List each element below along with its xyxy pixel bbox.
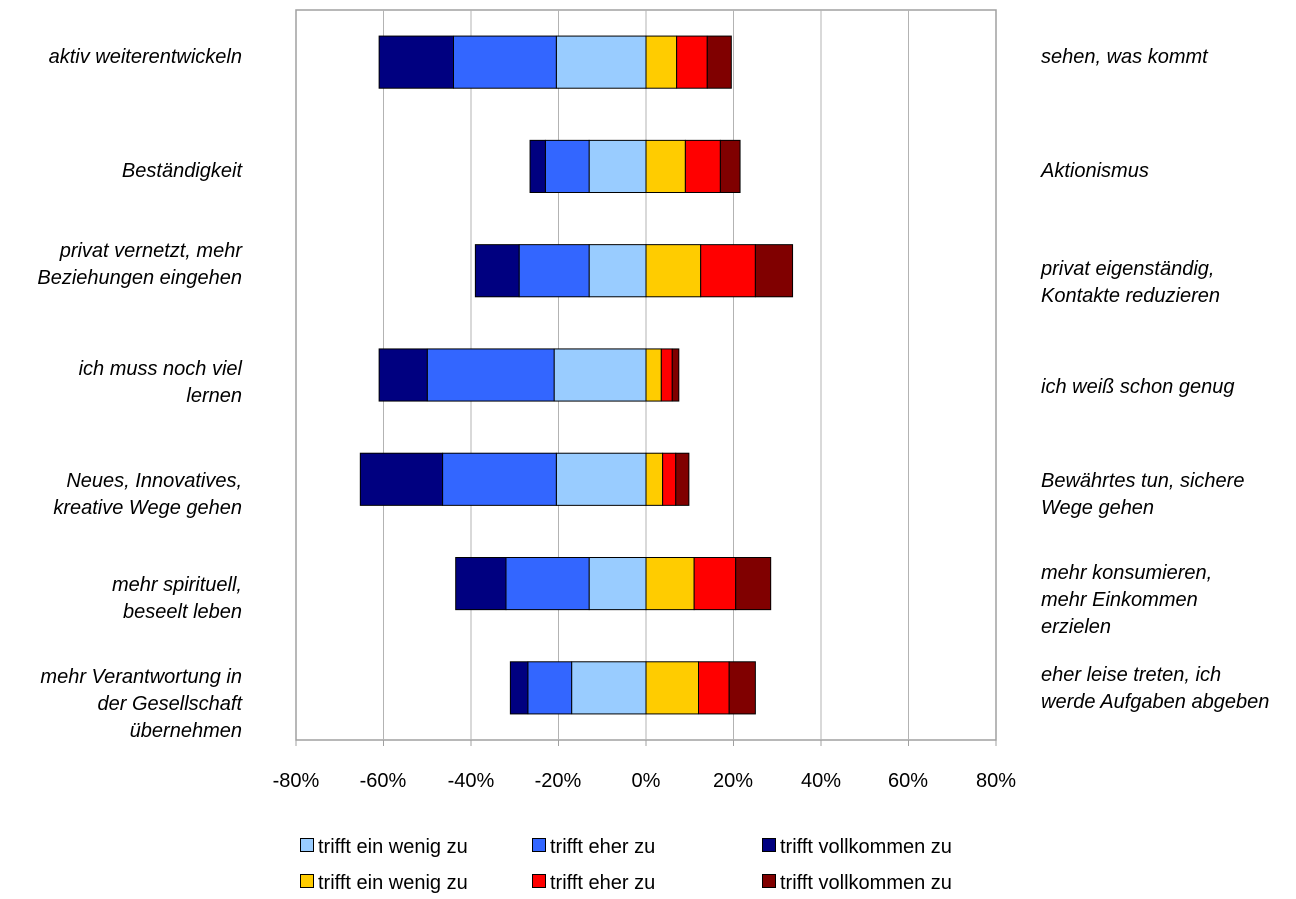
bar-segment-right-wenig bbox=[645, 452, 664, 506]
row-0-left-label: aktiv weiterentwickeln bbox=[48, 46, 242, 68]
x-tick-label: -80% bbox=[272, 770, 320, 792]
x-tick-label: 0% bbox=[631, 770, 661, 792]
bar-segment-left-wenig bbox=[571, 661, 647, 715]
bar-segment-right-wenig bbox=[645, 139, 686, 194]
bar-segment-left-eher bbox=[518, 244, 590, 298]
bar-segment-left-eher bbox=[453, 35, 557, 89]
x-tick-label: 60% bbox=[887, 770, 929, 792]
row-6-left-label: mehr Verantwortung in der Gesellschaft ü… bbox=[40, 666, 242, 742]
legend-swatch bbox=[532, 838, 546, 852]
bar-segment-right-voll bbox=[719, 139, 741, 194]
bar-segment-left-wenig bbox=[588, 244, 647, 298]
row-0-right-label: sehen, was kommt bbox=[1041, 46, 1208, 68]
bar-segment-left-voll bbox=[378, 35, 454, 89]
legend-label: trifft eher zu bbox=[550, 836, 656, 858]
legend-item: trifft ein wenig zu bbox=[300, 835, 468, 859]
bar-segment-left-voll bbox=[529, 139, 546, 194]
bar-segment-left-wenig bbox=[555, 35, 647, 89]
legend-swatch bbox=[300, 838, 314, 852]
bar-segment-left-voll bbox=[509, 661, 529, 715]
bar-segment-left-eher bbox=[426, 348, 555, 402]
x-tick-label: -60% bbox=[359, 770, 407, 792]
bar-segment-right-wenig bbox=[645, 661, 699, 715]
bar-segment-left-voll bbox=[378, 348, 428, 402]
bar-segment-left-wenig bbox=[553, 348, 647, 402]
row-5-left-label: mehr spirituell, beseelt leben bbox=[111, 574, 242, 623]
bar-segment-right-eher bbox=[693, 557, 737, 611]
x-tick-label: 40% bbox=[800, 770, 842, 792]
bar-segment-right-eher bbox=[684, 139, 721, 194]
bar-segment-right-wenig bbox=[645, 348, 662, 402]
legend-label: trifft ein wenig zu bbox=[318, 872, 468, 894]
x-tick-label: 20% bbox=[712, 770, 754, 792]
bar-segment-left-eher bbox=[544, 139, 590, 194]
bar-segment-right-voll bbox=[675, 452, 690, 506]
legend-item: trifft ein wenig zu bbox=[300, 871, 468, 895]
row-1-right-label: Aktionismus bbox=[1041, 160, 1149, 182]
bar-segment-left-wenig bbox=[588, 139, 647, 194]
bar-segment-left-wenig bbox=[588, 557, 647, 611]
legend-label: trifft vollkommen zu bbox=[780, 836, 952, 858]
x-tick-label: 80% bbox=[975, 770, 1017, 792]
bar-segment-left-voll bbox=[359, 452, 444, 506]
legend-label: trifft vollkommen zu bbox=[780, 872, 952, 894]
bar-segment-right-voll bbox=[706, 35, 732, 89]
row-4-left-label: Neues, Innovatives, kreative Wege gehen bbox=[53, 470, 242, 519]
row-4-right-label: Bewährtes tun, sichere Wege gehen bbox=[1041, 470, 1245, 519]
legend-swatch bbox=[300, 874, 314, 888]
bar-segment-left-voll bbox=[474, 244, 520, 298]
legend-swatch bbox=[762, 874, 776, 888]
legend-swatch bbox=[532, 874, 546, 888]
bar-segment-right-eher bbox=[660, 348, 673, 402]
bar-segment-right-eher bbox=[662, 452, 677, 506]
legend-item: trifft vollkommen zu bbox=[762, 871, 952, 895]
bar-segment-right-wenig bbox=[645, 557, 695, 611]
bar-segment-left-eher bbox=[442, 452, 557, 506]
legend-item: trifft eher zu bbox=[532, 835, 655, 859]
row-3-left-label: ich muss noch viel lernen bbox=[78, 358, 242, 407]
chart-legend: trifft ein wenig zu trifft eher zu triff… bbox=[300, 835, 1040, 895]
row-6-right-label: eher leise treten, ich werde Aufgaben ab… bbox=[1041, 664, 1270, 713]
row-5-right-label: mehr konsumieren, mehr Einkommen erziele… bbox=[1041, 562, 1213, 638]
legend-label: trifft ein wenig zu bbox=[318, 836, 468, 858]
bar-segment-right-eher bbox=[698, 661, 730, 715]
bar-segment-left-eher bbox=[505, 557, 590, 611]
row-3-right-label: ich weiß schon genug bbox=[1041, 376, 1235, 398]
bar-segment-right-wenig bbox=[645, 35, 678, 89]
bar-segment-right-eher bbox=[676, 35, 708, 89]
bar-segment-right-wenig bbox=[645, 244, 702, 298]
row-2-right-label: privat eigenständig, Kontakte reduzieren bbox=[1041, 258, 1221, 307]
legend-item: trifft eher zu bbox=[532, 871, 655, 895]
bar-segment-right-eher bbox=[700, 244, 756, 298]
bar-segment-right-voll bbox=[754, 244, 794, 298]
bar-segment-left-voll bbox=[455, 557, 507, 611]
bar-segment-left-wenig bbox=[555, 452, 647, 506]
row-1-left-label: Beständigkeit bbox=[121, 160, 242, 182]
bar-segment-right-voll bbox=[735, 557, 772, 611]
x-tick-label: -40% bbox=[447, 770, 495, 792]
x-tick-label: -20% bbox=[534, 770, 582, 792]
legend-item: trifft vollkommen zu bbox=[762, 835, 952, 859]
legend-label: trifft eher zu bbox=[550, 872, 656, 894]
bar-segment-right-voll bbox=[728, 661, 756, 715]
bar-segment-right-voll bbox=[671, 348, 680, 402]
row-2-left-label: privat vernetzt, mehr Beziehungen eingeh… bbox=[37, 240, 242, 289]
legend-swatch bbox=[762, 838, 776, 852]
bar-segment-left-eher bbox=[527, 661, 573, 715]
